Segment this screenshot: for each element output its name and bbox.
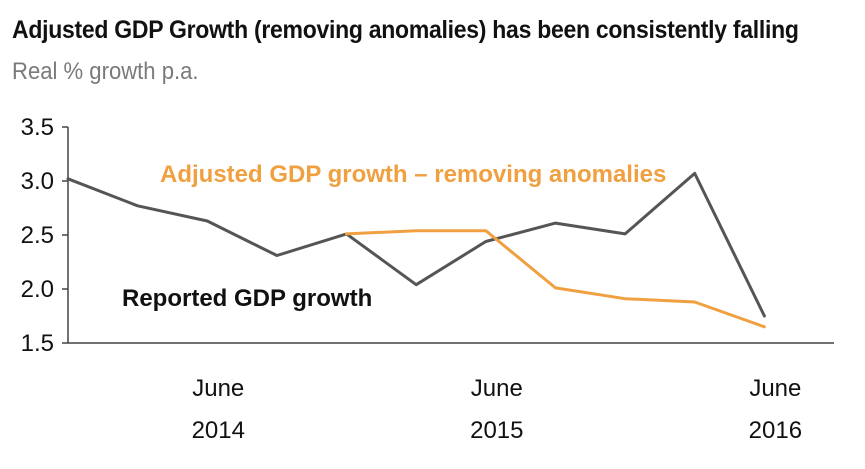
x-tick-label-year: 2016 [749,417,802,444]
x-tick-label-month: June [471,375,523,402]
reported-gdp-line [66,171,766,318]
y-tick-label: 3.0 [21,168,54,195]
x-tick-label-year: 2015 [470,417,523,444]
adjusted-series-annotation: Adjusted GDP growth – removing anomalies [160,161,666,188]
chart-axes: 3.5 3.0 2.5 2.0 1.5 June 2014 June 2015 June 2016 [21,114,834,444]
x-tick-label-month: June [749,375,801,402]
chart-subtitle: Real % growth p.a. [12,58,199,85]
chart-title: Adjusted GDP Growth (removing anomalies)… [12,16,799,44]
y-tick-label: 3.5 [21,114,54,141]
y-tick-label: 1.5 [21,330,54,357]
x-tick-label-month: June [192,375,244,402]
y-tick-label: 2.5 [21,222,54,249]
reported-series-annotation: Reported GDP growth [122,285,372,312]
y-tick-label: 2.0 [21,276,54,303]
series-layer [66,171,766,329]
adjusted-gdp-line [345,229,766,329]
x-tick-label-year: 2014 [192,417,245,444]
